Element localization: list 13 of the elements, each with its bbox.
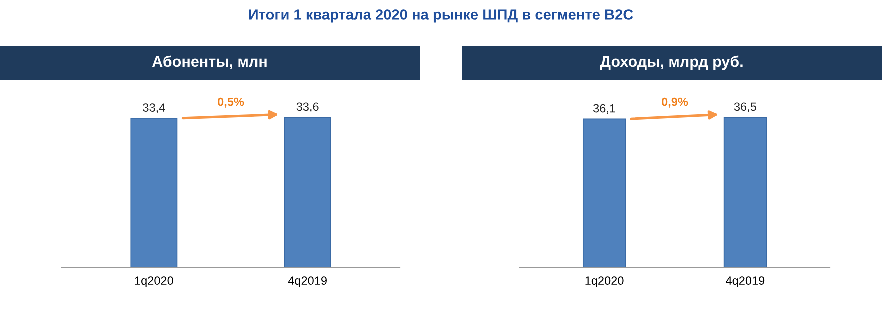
x-tick-label: 1q2020 (135, 276, 174, 288)
chart-title: Абоненты, млн (152, 56, 267, 70)
data-label: 36,1 (594, 104, 616, 114)
text: 0,5% (218, 98, 244, 108)
x-tick-label: 4q2019 (726, 276, 765, 288)
x-tick-label: 1q2020 (586, 276, 624, 288)
text: 0,9% (662, 98, 688, 108)
x-tick-label: 4q2019 (288, 276, 327, 288)
data-label: 36,5 (734, 102, 756, 112)
data-label: 33,4 (143, 104, 166, 114)
chart-title: Доходы, млрд руб. (600, 56, 743, 70)
data-label: 33,6 (296, 102, 319, 112)
text: Итоги 1 квартала 2020 на рынке ШПД в сегменте B2C (249, 10, 634, 23)
